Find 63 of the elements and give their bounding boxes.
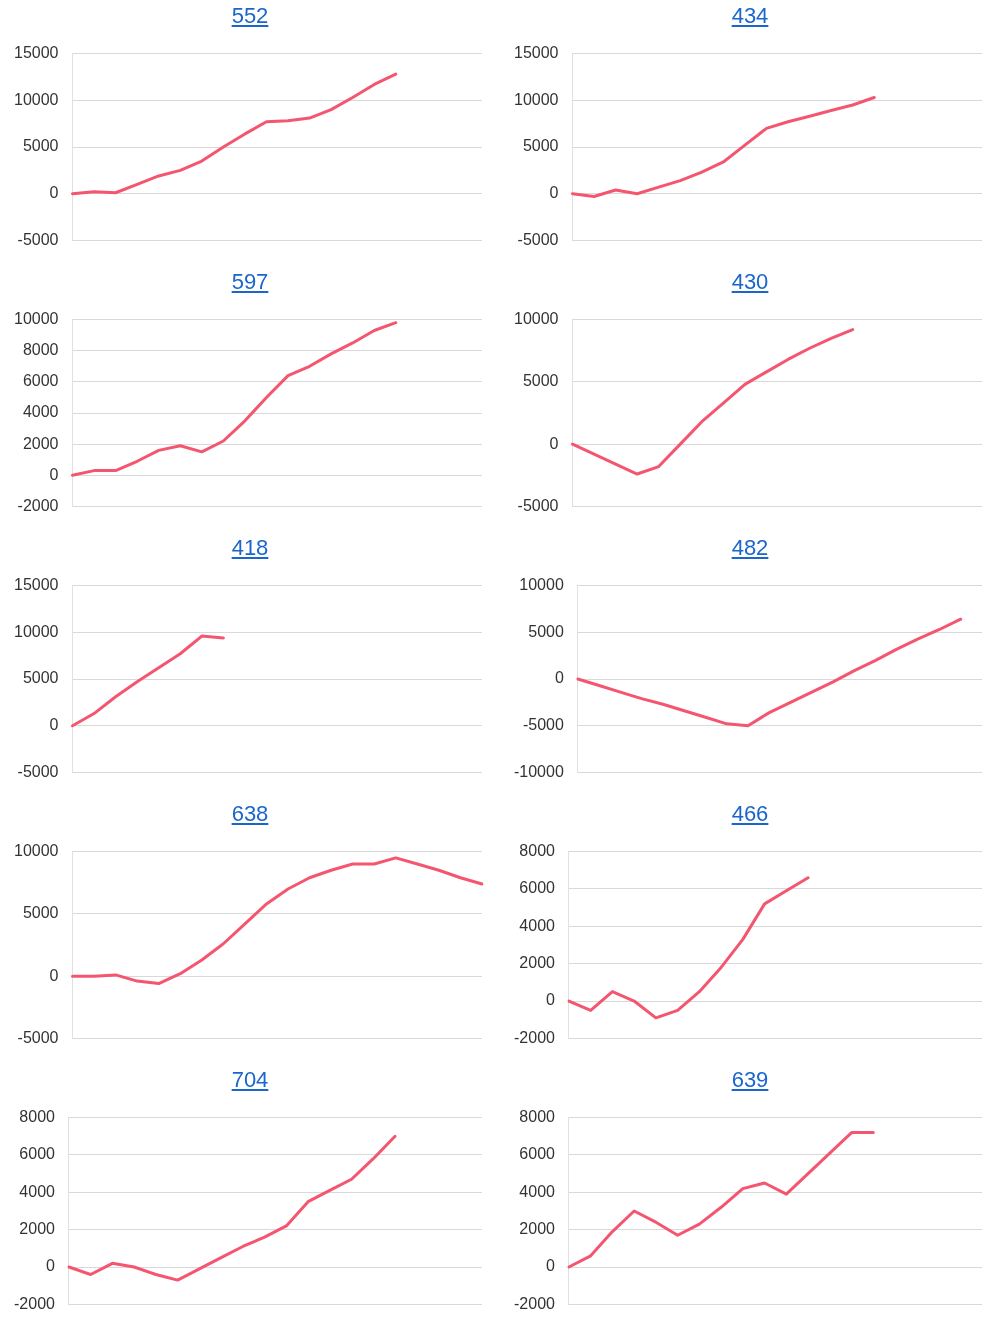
- y-tick-label: -2000: [514, 1294, 556, 1312]
- y-tick-label: 2000: [22, 434, 59, 452]
- y-tick-label: -10000: [513, 762, 564, 780]
- y-tick-label: -5000: [17, 762, 59, 780]
- chart-title: 552: [230, 2, 270, 30]
- y-tick-label: 0: [49, 716, 59, 734]
- y-tick-label: 0: [49, 465, 59, 483]
- y-tick-label: 2000: [519, 954, 556, 972]
- y-tick-label: -5000: [17, 230, 59, 248]
- y-tick-label: 2000: [519, 1220, 556, 1238]
- y-tick-label: 0: [46, 1257, 56, 1275]
- y-tick-label: 6000: [19, 1145, 56, 1163]
- y-tick-label: 10000: [13, 310, 59, 328]
- chart-title: 466: [730, 800, 770, 828]
- y-tick-label: 10000: [13, 622, 59, 640]
- chart-title: 638: [230, 800, 270, 828]
- chart-title: 639: [730, 1066, 770, 1094]
- y-tick-label: 6000: [519, 879, 556, 897]
- y-tick-label: -5000: [522, 716, 564, 734]
- chart-title: 704: [230, 1066, 270, 1094]
- y-tick-label: 4000: [519, 916, 556, 934]
- y-tick-label: 4000: [519, 1182, 556, 1200]
- y-tick-label: 0: [554, 669, 564, 687]
- y-tick-label: -5000: [517, 496, 559, 514]
- y-tick-label: 5000: [522, 137, 559, 155]
- y-tick-label: 0: [546, 1257, 556, 1275]
- y-tick-label: 15000: [513, 44, 559, 62]
- y-tick-label: 5000: [22, 669, 59, 687]
- y-tick-label: 5000: [22, 904, 59, 922]
- y-tick-label: -2000: [17, 496, 59, 514]
- y-tick-label: 0: [546, 991, 556, 1009]
- y-tick-label: 4000: [22, 403, 59, 421]
- y-tick-label: 6000: [22, 372, 59, 390]
- y-tick-label: -5000: [517, 230, 559, 248]
- y-tick-label: 2000: [19, 1220, 56, 1238]
- y-tick-label: 5000: [22, 137, 59, 155]
- y-tick-label: 5000: [528, 622, 564, 640]
- y-tick-label: 8000: [519, 1108, 556, 1126]
- y-tick-label: 10000: [13, 842, 59, 860]
- y-tick-label: 0: [549, 434, 559, 452]
- y-tick-label: -5000: [17, 1028, 59, 1046]
- y-tick-label: -2000: [14, 1294, 56, 1312]
- chart-title: 418: [230, 534, 270, 562]
- y-tick-label: 15000: [13, 576, 59, 594]
- y-tick-label: 4000: [19, 1182, 56, 1200]
- y-tick-label: 10000: [13, 90, 59, 108]
- y-tick-label: 0: [49, 966, 59, 984]
- y-tick-label: 15000: [13, 44, 59, 62]
- y-tick-label: 8000: [22, 341, 59, 359]
- y-tick-label: 10000: [519, 576, 564, 594]
- y-tick-label: 10000: [513, 310, 559, 328]
- y-tick-label: 8000: [519, 842, 556, 860]
- y-tick-label: 6000: [519, 1145, 556, 1163]
- y-tick-label: 0: [549, 184, 559, 202]
- y-tick-label: 5000: [522, 372, 559, 390]
- y-tick-label: 10000: [513, 90, 559, 108]
- y-tick-label: 0: [49, 184, 59, 202]
- chart-title: 597: [230, 268, 270, 296]
- chart-title: 482: [730, 534, 770, 562]
- y-tick-label: -2000: [514, 1028, 556, 1046]
- chart-title: 430: [730, 268, 770, 296]
- y-tick-label: 8000: [19, 1108, 56, 1126]
- chart-title: 434: [730, 2, 770, 30]
